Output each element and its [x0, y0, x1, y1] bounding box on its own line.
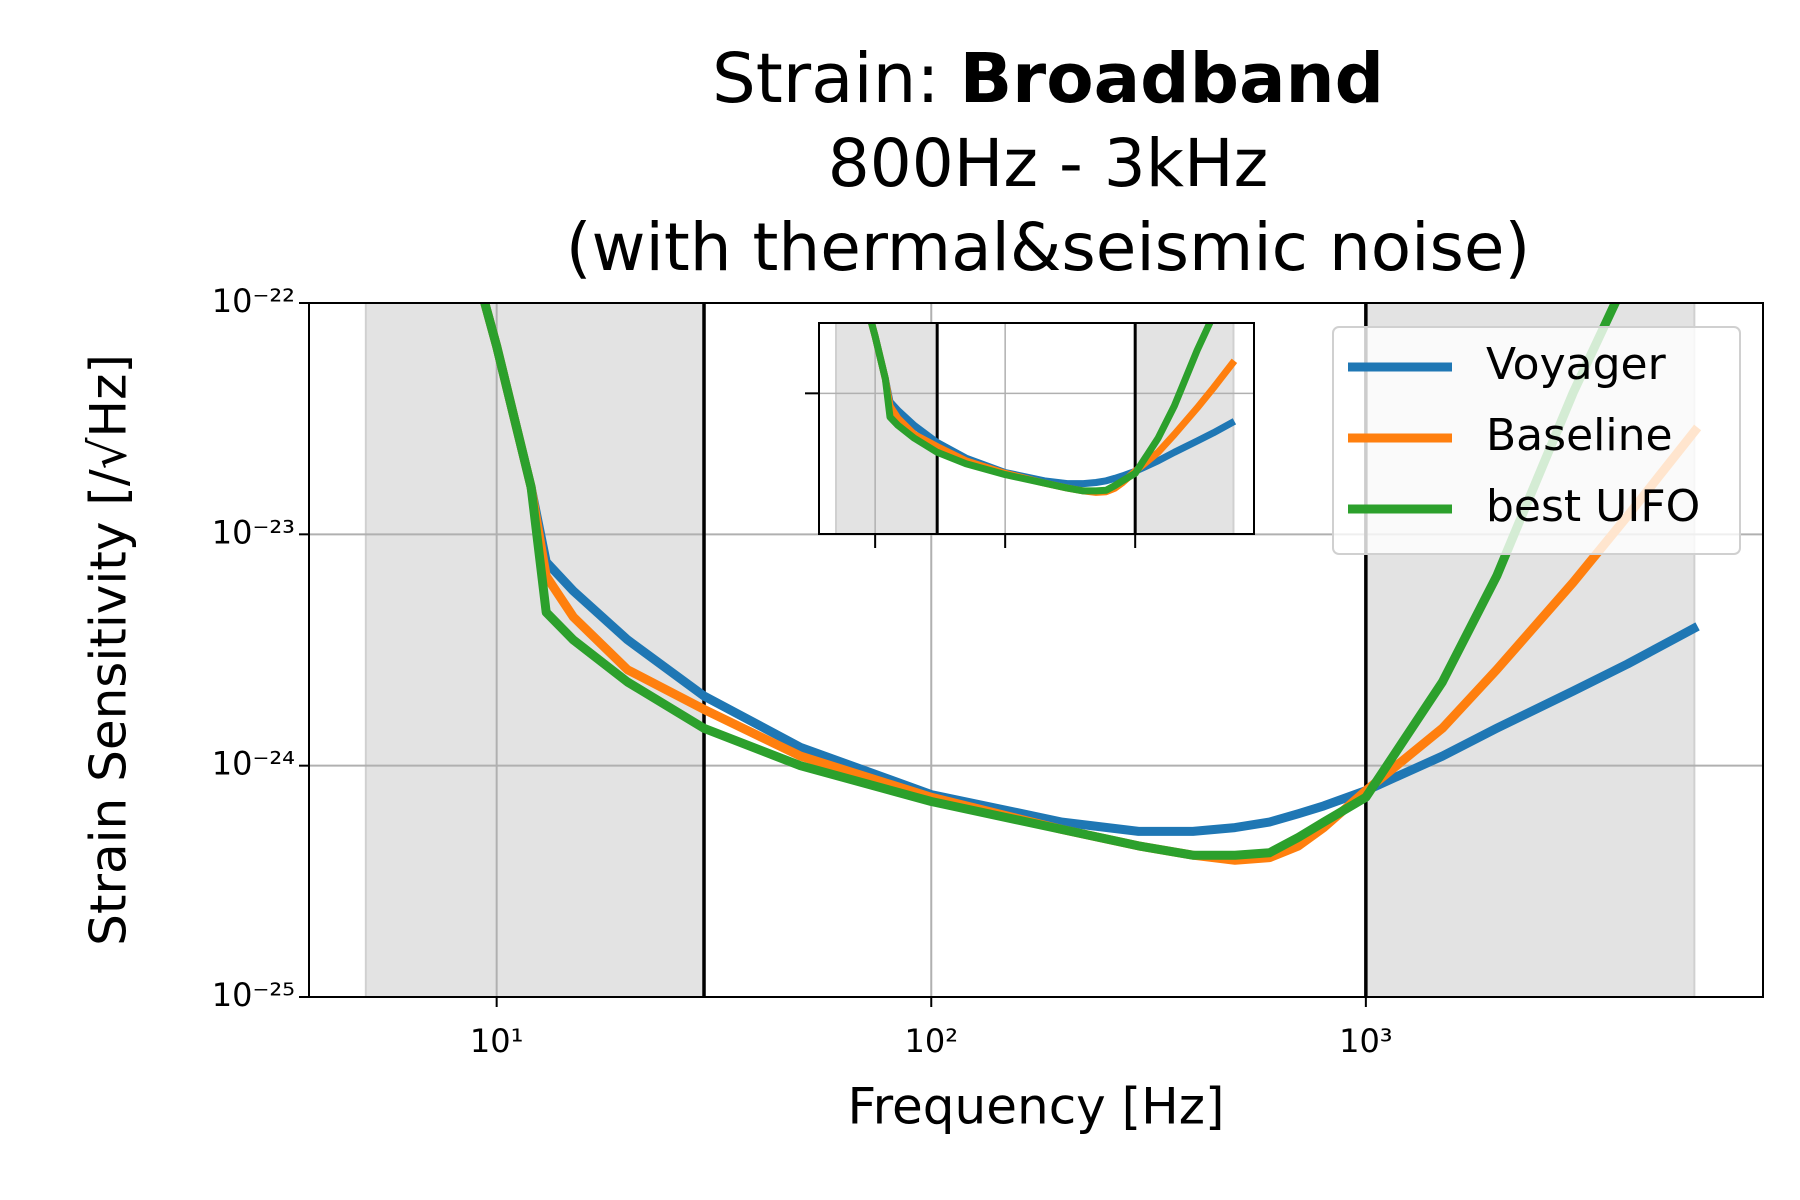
legend-label: best UIFO: [1486, 481, 1700, 532]
series-line: [480, 303, 1700, 836]
title-bold: Broadband: [960, 39, 1384, 119]
y-axis-label: Strain Sensitivity [/√Hz]: [80, 354, 138, 946]
x-tick-label: 10²: [904, 1022, 958, 1060]
x-tick-label: 10³: [1339, 1022, 1393, 1060]
legend-label: Voyager: [1486, 339, 1667, 390]
title-text: Strain:: [712, 39, 940, 119]
x-axis-label: Frequency [Hz]: [847, 1078, 1224, 1136]
subtitle: (with thermal&seismic noise): [566, 209, 1530, 286]
y-tick-label: 10⁻²⁵: [212, 976, 295, 1014]
series-line: [867, 323, 1214, 495]
legend-box: [1332, 326, 1741, 555]
series-line: [480, 303, 1621, 860]
axes-frame: [308, 302, 1764, 998]
y-tick-label: 10⁻²⁴: [212, 745, 295, 783]
x-tick-label: 10¹: [470, 1022, 524, 1060]
y-tick-label: 10⁻²³: [212, 513, 295, 551]
chart-title: Strain: Broadband: [712, 39, 1384, 119]
axes-frame: [818, 322, 1255, 535]
subtitle: 800Hz - 3kHz: [828, 125, 1269, 202]
shaded-region: [364, 303, 706, 997]
legend-label: Baseline: [1486, 410, 1673, 461]
y-tick-label: 10⁻²²: [212, 282, 295, 320]
